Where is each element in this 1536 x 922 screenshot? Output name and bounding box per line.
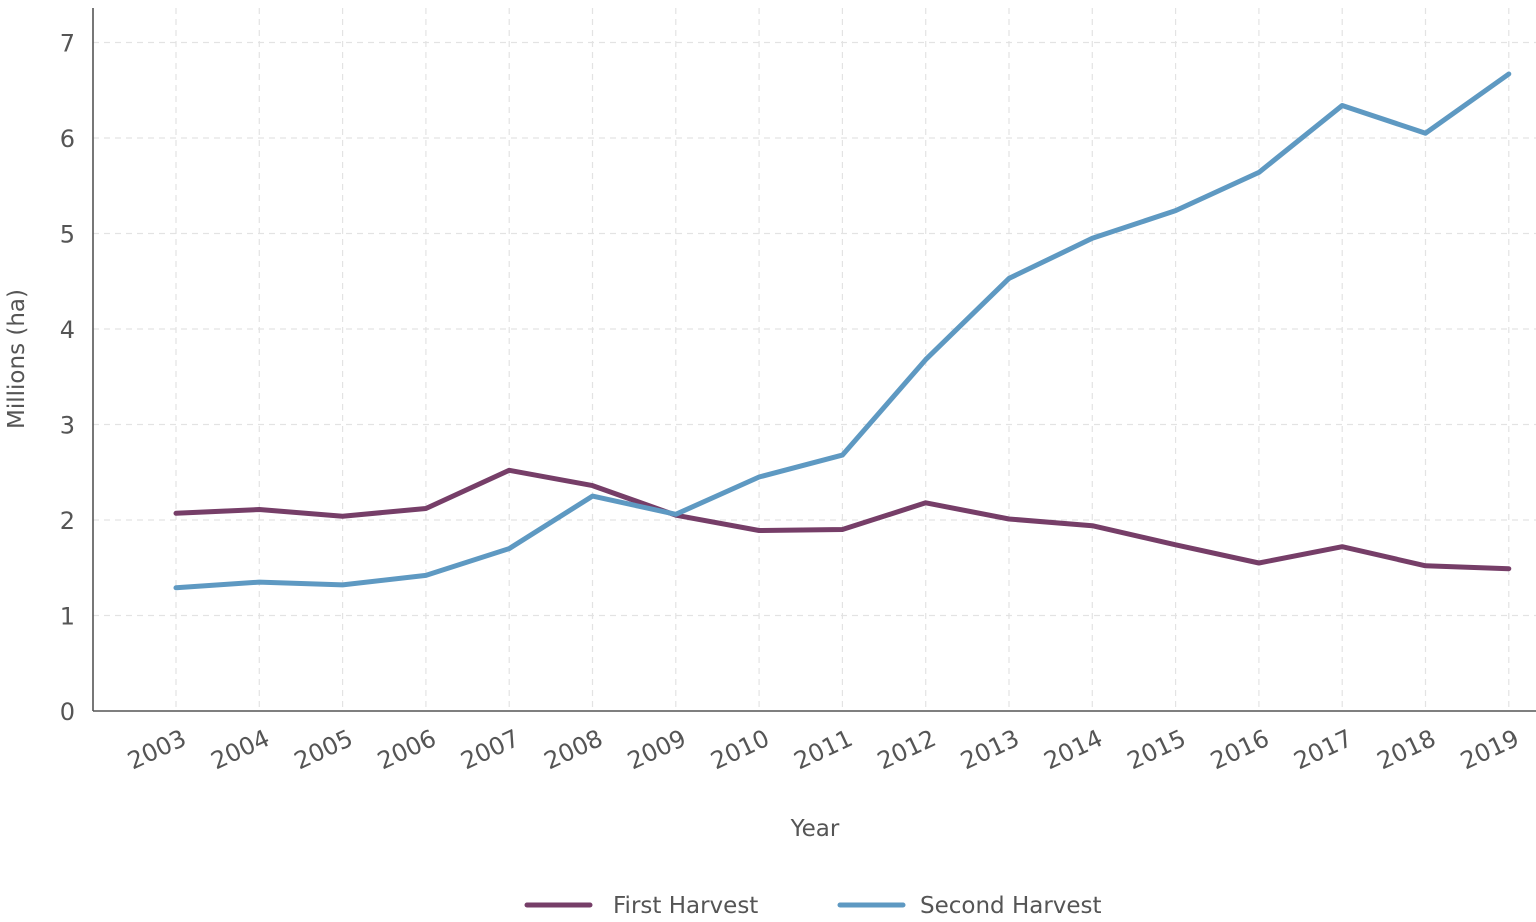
series-line-first-harvest: [173, 467, 1512, 572]
legend: First Harvest Second Harvest: [524, 893, 1102, 919]
y-tick-label: 7: [60, 30, 75, 58]
axes: [92, 8, 1536, 712]
y-tick-label: 1: [60, 603, 75, 631]
x-tick-label: 2003: [123, 724, 190, 775]
x-tick-labels: 2003 2004 2005 2006 2007 2008 2009 2010 2011 2012…: [123, 724, 1523, 775]
y-tick-label: 2: [60, 507, 75, 535]
x-tick-label: 2008: [540, 724, 607, 775]
legend-label-second-harvest: Second Harvest: [920, 893, 1102, 919]
series-lines: [173, 71, 1512, 591]
x-tick-label: 2017: [1290, 724, 1357, 775]
legend-label-first-harvest: First Harvest: [613, 893, 758, 919]
x-axis-title: Year: [790, 816, 840, 842]
y-tick-label: 6: [60, 125, 75, 153]
y-axis-title: Millions (ha): [4, 289, 30, 429]
grid: [93, 8, 1536, 711]
y-tick-labels: 0 1 2 3 4 5 6 7: [60, 30, 75, 727]
x-tick-label: 2006: [373, 724, 440, 775]
series-line-second-harvest: [173, 71, 1512, 591]
y-tick-label: 4: [60, 316, 75, 344]
x-tick-label: 2016: [1206, 724, 1273, 775]
x-tick-label: 2014: [1040, 724, 1107, 775]
x-tick-label: 2007: [457, 724, 524, 775]
x-tick-label: 2005: [290, 724, 357, 775]
x-tick-label: 2011: [790, 724, 857, 775]
x-tick-label: 2015: [1123, 724, 1190, 775]
x-tick-label: 2018: [1373, 724, 1440, 775]
x-tick-label: 2012: [873, 724, 940, 775]
x-tick-label: 2019: [1456, 724, 1523, 775]
y-tick-label: 0: [60, 698, 75, 726]
x-tick-label: 2013: [956, 724, 1023, 775]
y-tick-label: 3: [60, 412, 75, 440]
y-tick-label: 5: [60, 221, 75, 249]
x-tick-label: 2004: [207, 724, 274, 775]
x-tick-label: 2010: [706, 724, 773, 775]
x-tick-label: 2009: [623, 724, 690, 775]
